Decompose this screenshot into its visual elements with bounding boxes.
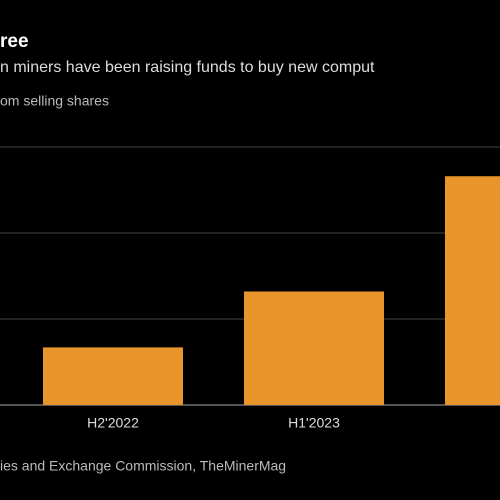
bar [445,176,500,405]
chart-source: ies and Exchange Commission, TheMinerMag [0,458,286,474]
chart-note: om selling shares [0,93,109,109]
bar [244,291,384,405]
chart-title: ree [0,31,29,52]
bar [43,347,183,405]
x-tick-label: H2'2022 [87,415,139,431]
x-tick-label: H1'2023 [288,415,340,431]
chart-subtitle: n miners have been raising funds to buy … [0,59,375,76]
